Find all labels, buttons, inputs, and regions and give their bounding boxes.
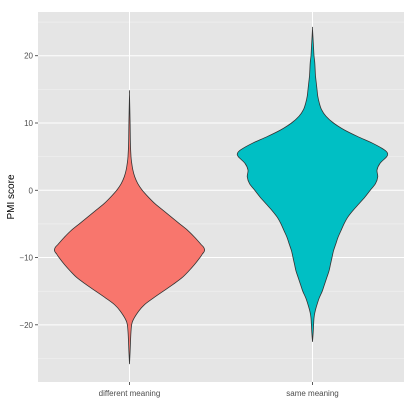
x-tick-label: same meaning <box>286 389 338 398</box>
y-tick-label: 10 <box>24 119 33 128</box>
y-axis-title: PMI score <box>6 174 17 219</box>
y-tick-label: 0 <box>29 186 34 195</box>
violin-different-meaning <box>54 90 205 365</box>
violin-same-meaning <box>236 26 389 343</box>
y-axis: −20 −10 0 10 20 <box>19 52 38 330</box>
x-tick-label: different meaning <box>99 389 161 398</box>
y-tick-label: 20 <box>24 52 33 61</box>
y-tick-label: −10 <box>19 254 33 263</box>
x-axis: different meaning same meaning <box>99 382 339 398</box>
violin-layer <box>54 26 389 365</box>
y-tick-label: −20 <box>19 321 33 330</box>
